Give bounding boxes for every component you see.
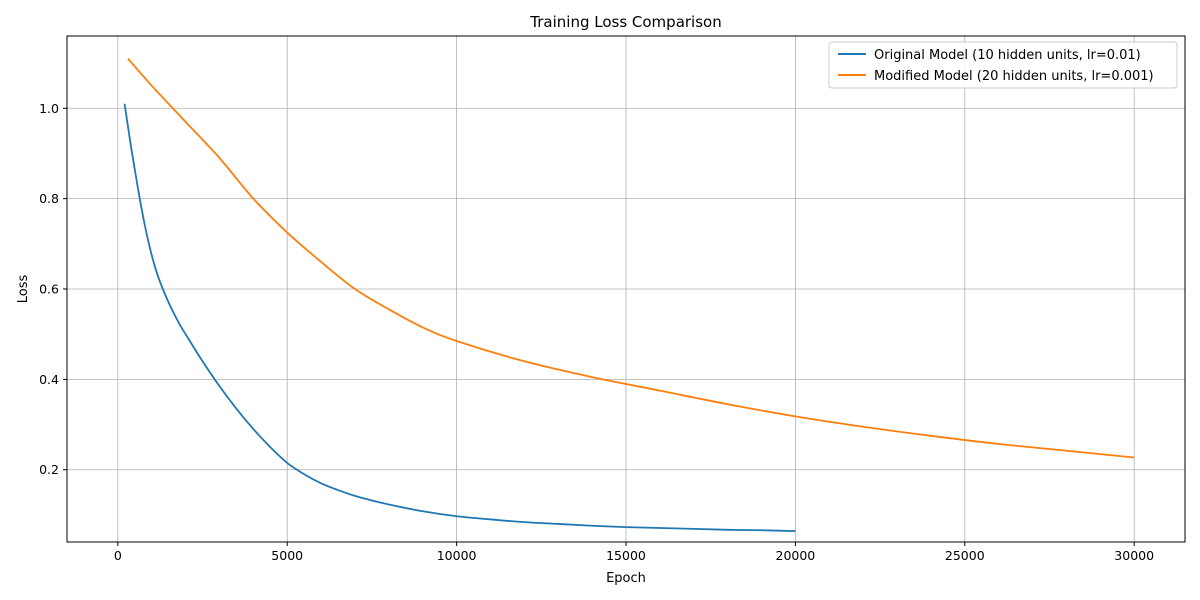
legend-label-original: Original Model (10 hidden units, lr=0.01… <box>874 48 1141 63</box>
x-tick-label: 25000 <box>945 548 985 563</box>
y-axis-title: Loss <box>16 275 31 304</box>
x-axis-title: Epoch <box>606 571 646 586</box>
x-axis-ticks: 0 5000 10000 15000 20000 25000 30000 <box>114 542 1154 563</box>
series-line-original <box>123 103 796 533</box>
y-tick-label: 0.2 <box>39 462 59 477</box>
series-lines <box>123 57 1135 533</box>
x-tick-label: 10000 <box>437 548 477 563</box>
y-axis-ticks: 0.2 0.4 0.6 0.8 1.0 <box>39 101 67 477</box>
y-tick-label: 0.8 <box>39 191 59 206</box>
legend-label-modified: Modified Model (20 hidden units, lr=0.00… <box>874 69 1154 84</box>
y-tick-label: 0.4 <box>39 372 59 387</box>
series-line-modified <box>127 57 1135 459</box>
legend-box <box>828 41 1178 89</box>
x-tick-label: 0 <box>114 548 122 563</box>
x-tick-label: 15000 <box>606 548 646 563</box>
x-tick-label: 5000 <box>271 548 303 563</box>
y-tick-label: 0.6 <box>39 282 59 297</box>
x-tick-label: 20000 <box>776 548 816 563</box>
x-tick-label: 30000 <box>1114 548 1154 563</box>
chart-title: Training Loss Comparison <box>529 13 721 31</box>
legend: Original Model (10 hidden units, lr=0.01… <box>828 41 1178 89</box>
y-tick-label: 1.0 <box>39 101 59 116</box>
